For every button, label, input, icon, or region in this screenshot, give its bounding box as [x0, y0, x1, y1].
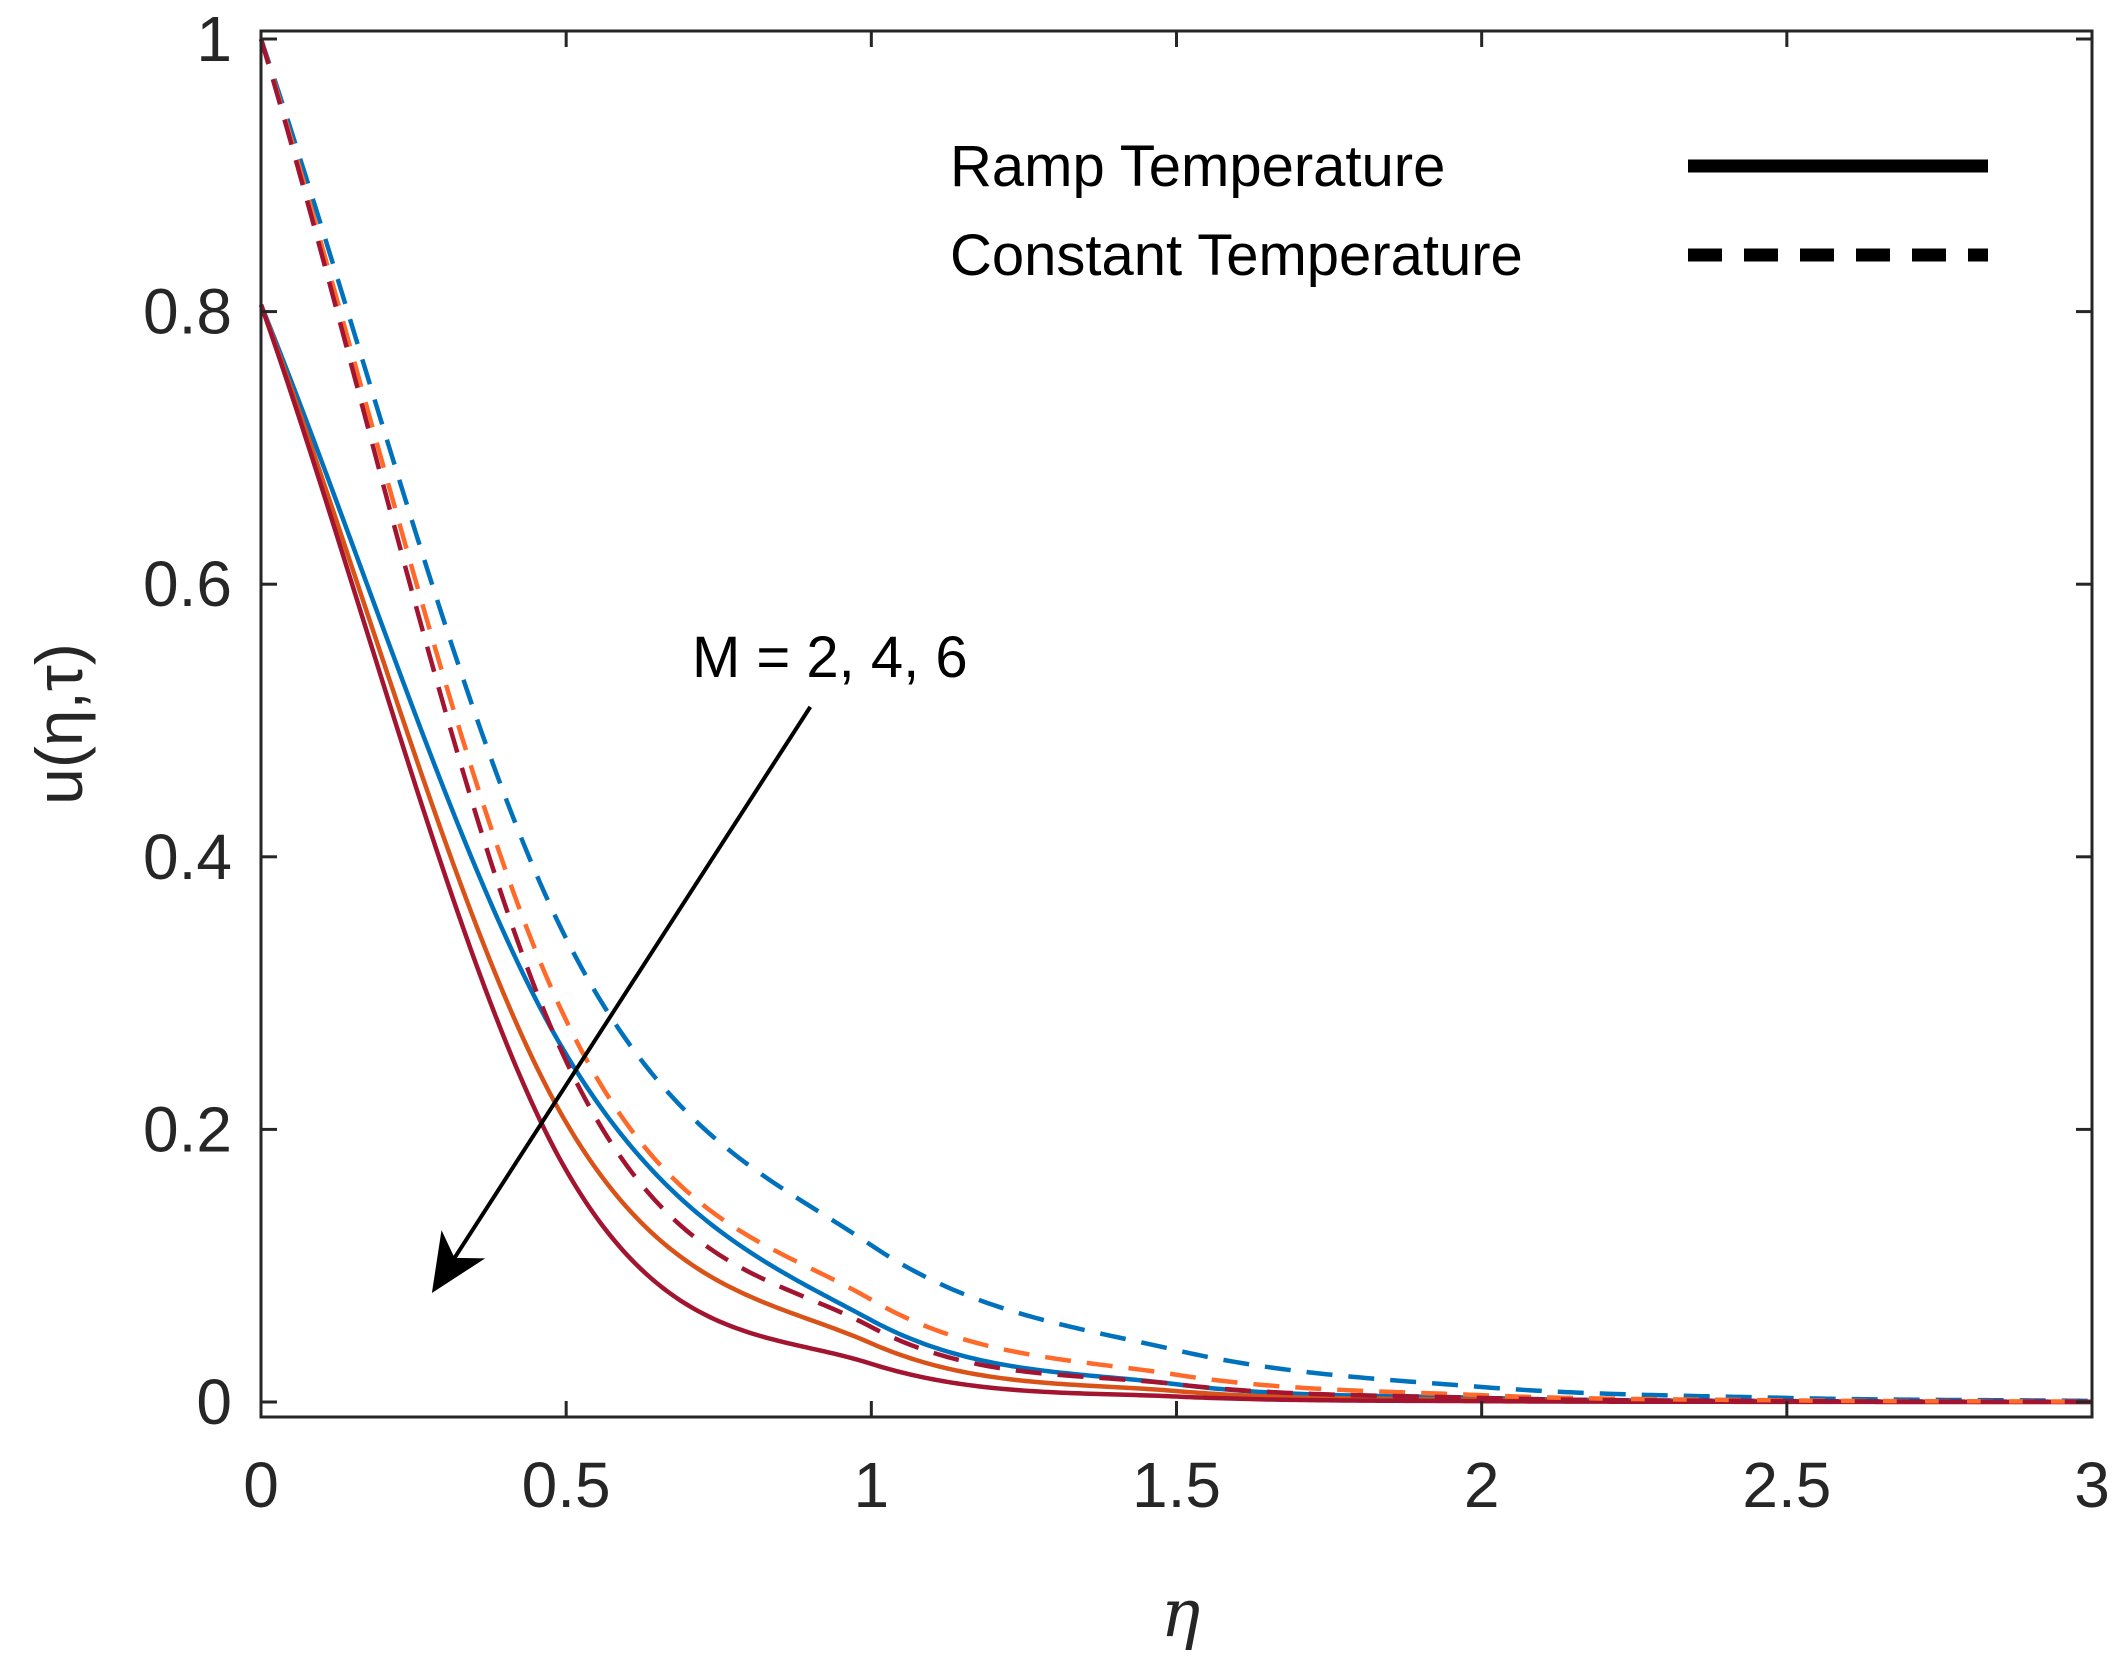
series-line-constant-temperature-m-2 — [258, 38, 2093, 1404]
y-tick-label: 0.2 — [143, 1093, 232, 1165]
x-tick-label: 2 — [1464, 1449, 1500, 1521]
y-tick-label: 0.4 — [143, 821, 232, 893]
legend-label-2: Constant Temperature — [950, 223, 1523, 288]
series-line-constant-temperature-m-4 — [258, 38, 2093, 1404]
x-tick-label: 3 — [2074, 1449, 2110, 1521]
x-axis-label: η — [1161, 1575, 1201, 1652]
annotation-arrow-head — [431, 1230, 486, 1293]
x-tick-label: 1.5 — [1132, 1449, 1221, 1521]
series-line-ramp-temperature-m-2 — [258, 303, 2093, 1405]
x-tick-label: 0.5 — [522, 1449, 611, 1521]
y-tick-label: 0 — [196, 1366, 232, 1438]
x-tick-label: 0 — [243, 1449, 279, 1521]
legend-label-1: Ramp Temperature — [950, 134, 1445, 199]
y-tick-label: 1 — [196, 3, 232, 75]
y-axis-label: u(η,τ) — [22, 643, 96, 805]
legend: Ramp Temperature Constant Temperature — [950, 134, 1988, 288]
x-tick-label: 2.5 — [1742, 1449, 1831, 1521]
annotation: M = 2, 4, 6 — [431, 625, 968, 1293]
annotation-arrow-line — [452, 705, 812, 1259]
axes-layer: 0 0.5 1 1.5 2 2.5 3 0 0.2 0.4 0.6 0.8 1 η u(η,τ) — [22, 3, 2110, 1652]
y-tick-label: 0.8 — [143, 276, 232, 348]
series-line-ramp-temperature-m-6 — [258, 304, 2092, 1405]
series-line-ramp-temperature-m-4 — [258, 303, 2092, 1405]
x-tick-label: 1 — [854, 1449, 890, 1521]
annotation-label: M = 2, 4, 6 — [692, 625, 968, 690]
y-tick-label: 0.6 — [143, 548, 232, 620]
